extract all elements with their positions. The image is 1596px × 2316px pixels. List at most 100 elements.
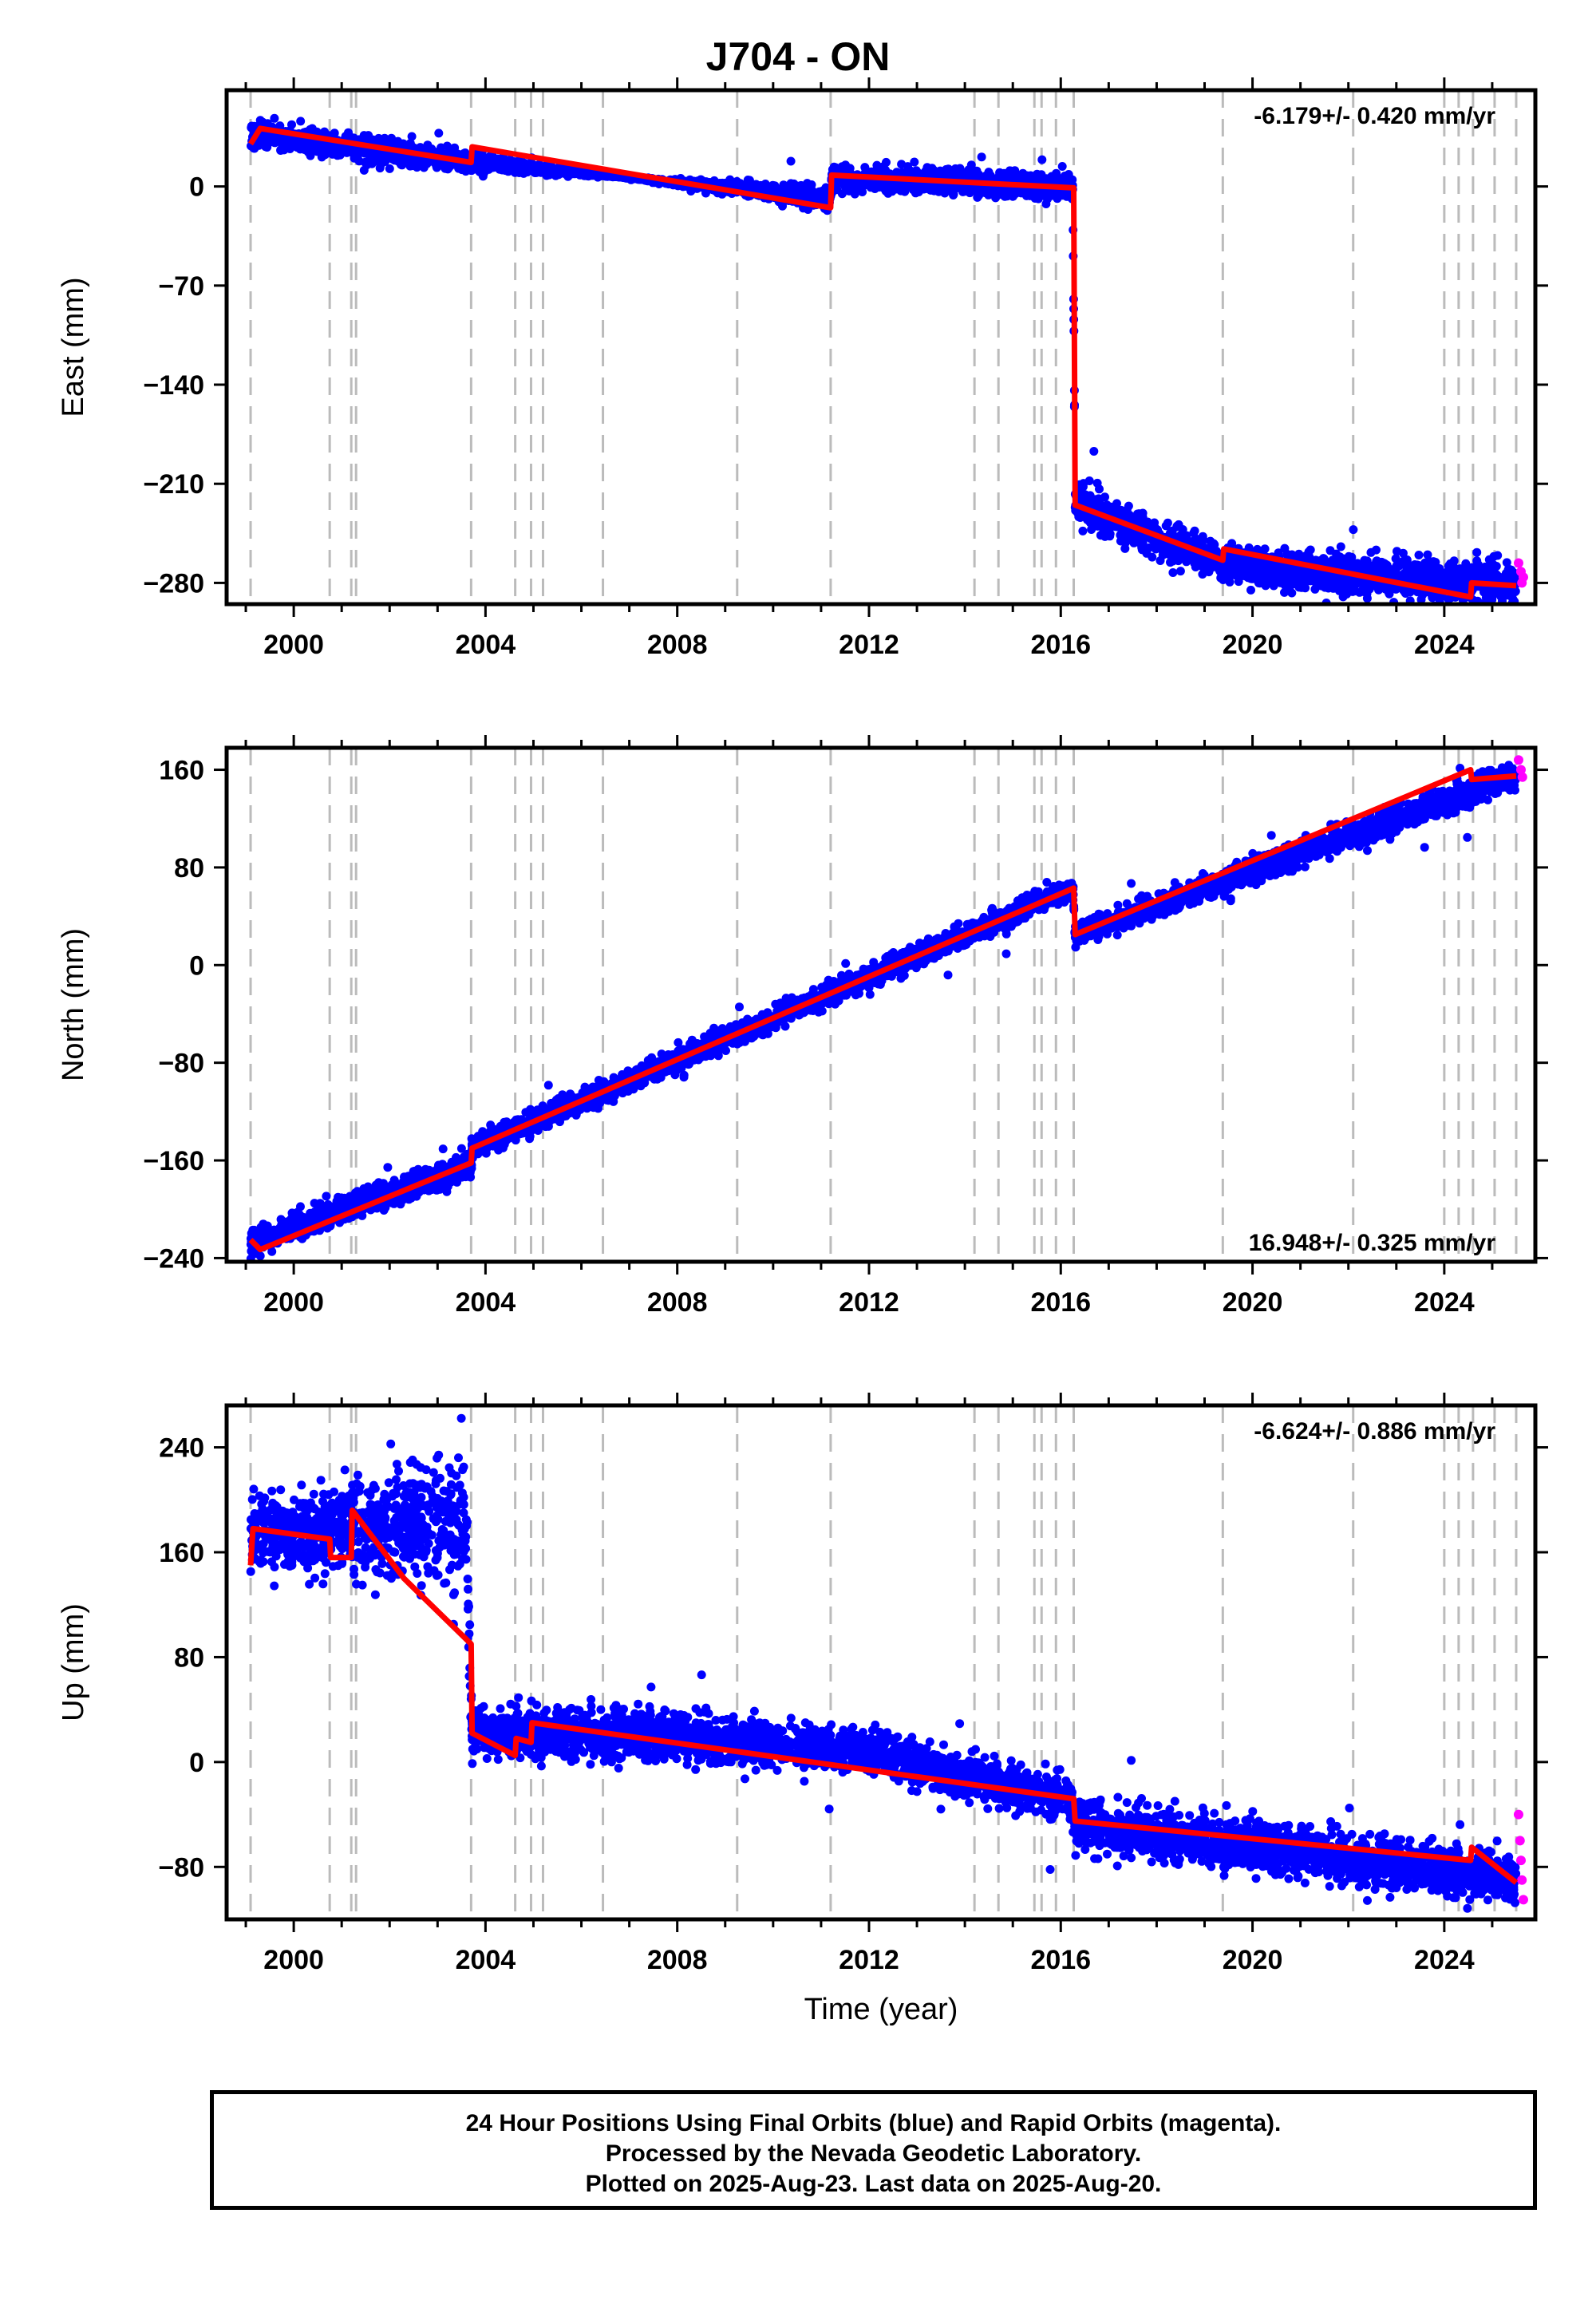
data-point (1440, 573, 1450, 583)
data-point (1376, 564, 1385, 574)
data-point (1310, 584, 1320, 594)
rapid-orbit-points (1513, 558, 1528, 588)
data-point (918, 184, 928, 193)
rate-label: -6.179+/- 0.420 mm/yr (1254, 103, 1495, 129)
data-point (1349, 561, 1358, 571)
data-point (1013, 172, 1023, 181)
data-point (1250, 562, 1259, 571)
data-point (831, 163, 840, 172)
data-point (1151, 544, 1160, 554)
data-point (1463, 566, 1472, 575)
data-point (359, 165, 369, 175)
data-point (1311, 555, 1321, 565)
data-point (949, 191, 958, 200)
data-point (407, 132, 417, 141)
data-point (1254, 570, 1264, 579)
data-point (1431, 558, 1440, 567)
data-point (1227, 539, 1237, 548)
data-point (1156, 556, 1165, 565)
data-point (475, 167, 484, 176)
y-tick-label: −70 (158, 271, 204, 302)
data-point (1335, 584, 1345, 594)
data-point (1341, 559, 1350, 568)
data-point (509, 162, 519, 172)
data-point (967, 167, 977, 176)
data-point (1493, 551, 1503, 560)
data-point (729, 180, 738, 189)
data-point (1198, 558, 1207, 567)
data-point (1298, 554, 1308, 563)
data-point (1139, 545, 1148, 555)
data-point (306, 151, 315, 160)
data-point (606, 172, 615, 180)
data-point (1282, 551, 1292, 560)
data-point (1487, 565, 1497, 575)
data-point (906, 181, 915, 191)
data-point (1093, 520, 1103, 528)
data-point (1057, 162, 1067, 171)
data-point (1336, 542, 1345, 551)
data-point (1398, 548, 1408, 558)
y-tick-label: −210 (143, 469, 204, 500)
data-point (1366, 547, 1376, 557)
data-point (375, 164, 385, 173)
data-point (991, 190, 1001, 199)
data-point (374, 156, 383, 166)
data-point (1494, 572, 1503, 582)
data-point (882, 157, 891, 167)
data-point (434, 128, 444, 138)
data-point (1259, 545, 1269, 555)
data-point (1454, 579, 1464, 588)
data-point (869, 180, 879, 189)
data-point (1142, 518, 1152, 528)
data-point (1089, 447, 1099, 456)
data-point (1254, 577, 1263, 587)
final-orbit-points (246, 761, 1521, 1262)
data-point (1489, 588, 1499, 598)
y-tick-label: −140 (143, 370, 204, 401)
data-point (804, 205, 812, 214)
data-point (573, 168, 582, 178)
data-point (381, 138, 390, 148)
data-point (1168, 556, 1178, 566)
data-point (542, 171, 551, 180)
data-point (1041, 174, 1051, 184)
data-point (1501, 568, 1511, 578)
data-point (350, 150, 360, 160)
data-point (1312, 574, 1321, 583)
data-point (786, 156, 796, 166)
data-point (418, 160, 428, 170)
data-point (1175, 567, 1185, 576)
data-point (1135, 538, 1144, 547)
data-point (1120, 530, 1129, 539)
data-point (1078, 482, 1088, 492)
y-tick-label: −280 (143, 568, 204, 599)
data-point (1281, 579, 1290, 589)
x-tick-label: 2020 (1223, 630, 1283, 660)
data-point (270, 113, 279, 123)
data-point (307, 124, 317, 133)
data-point (1417, 565, 1427, 575)
data-point (1282, 565, 1292, 575)
data-point (296, 117, 306, 126)
data-point (287, 120, 296, 129)
data-point (1225, 577, 1235, 587)
data-point (1246, 585, 1255, 595)
data-point (556, 167, 566, 176)
data-point (1037, 155, 1047, 164)
data-point (582, 170, 591, 180)
data-point (1137, 510, 1146, 520)
y-axis-label: East (mm) (57, 277, 90, 417)
data-point (1477, 571, 1487, 581)
data-point (1148, 552, 1157, 562)
data-point (1061, 177, 1069, 187)
data-point (775, 188, 784, 198)
x-tick-label: 2012 (839, 630, 899, 660)
data-point (326, 148, 336, 158)
data-point (564, 165, 574, 175)
data-point (1325, 546, 1335, 555)
data-point (1231, 559, 1240, 568)
data-point (519, 162, 528, 172)
